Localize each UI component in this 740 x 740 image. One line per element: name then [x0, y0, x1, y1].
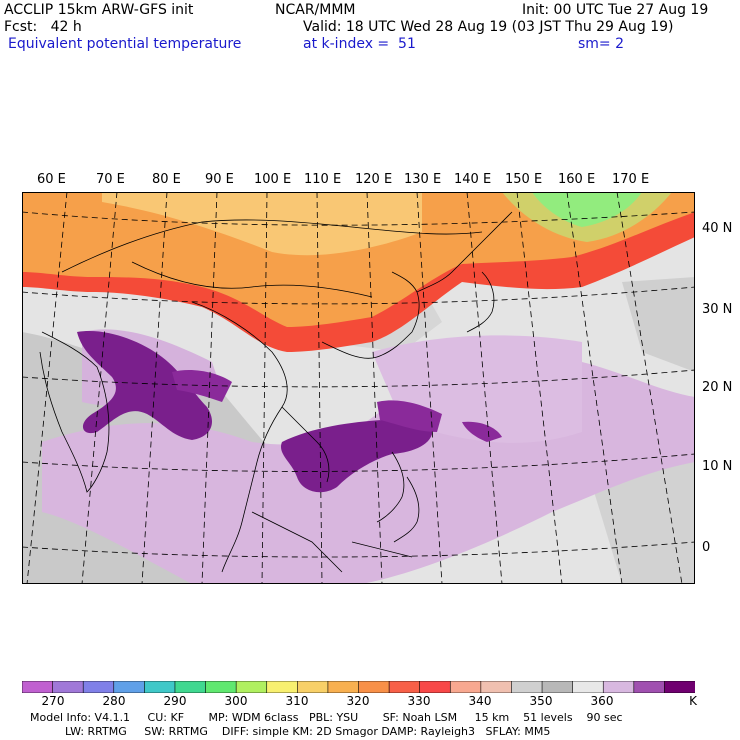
colorbar-swatch	[358, 681, 390, 693]
lat-label-40n: 40 N	[702, 221, 733, 236]
meridian-140e	[466, 192, 503, 584]
valid-time: Valid: 18 UTC Wed 28 Aug 19 (03 JST Thu …	[303, 19, 674, 35]
lon-label-100e: 100 E	[254, 172, 292, 187]
colorbar	[22, 681, 695, 693]
colorbar-swatch	[480, 681, 513, 693]
parallel-20n	[22, 369, 695, 388]
map-frame	[22, 192, 695, 584]
meridian-120e	[366, 192, 383, 584]
field-name: Equivalent potential temperature	[8, 36, 242, 52]
parallel-10n	[22, 453, 695, 472]
coastlines	[39, 211, 513, 573]
meridian-80e	[141, 192, 168, 584]
organization-label: NCAR/MMM	[275, 2, 356, 18]
forecast-hour: Fcst: 42 h	[4, 19, 82, 35]
smoothing-label: sm= 2	[578, 36, 625, 52]
graticule	[22, 192, 695, 584]
lon-label-90e: 90 E	[205, 172, 234, 187]
colorbar-swatch	[113, 681, 146, 693]
lon-label-80e: 80 E	[152, 172, 181, 187]
bay-of-bengal-core	[172, 370, 232, 402]
midlat-light-orange-region	[102, 192, 422, 256]
colorbar-label-280: 280	[102, 694, 126, 708]
meridian-170e	[616, 192, 683, 584]
colorbar-swatch	[511, 681, 543, 693]
colorbar-swatch	[174, 681, 207, 693]
parallel-0	[22, 541, 695, 558]
colorbar-swatch	[144, 681, 176, 693]
colorbar-swatch	[297, 681, 329, 693]
parallel-40n	[22, 211, 695, 226]
midlat-orange-region	[22, 192, 695, 327]
model-info-line-1: Model Info: V4.1.1 CU: KF MP: WDM 6class…	[30, 711, 623, 724]
colorbar-swatch	[22, 681, 54, 693]
colorbar-swatch	[388, 681, 421, 693]
lat-label-30n: 30 N	[702, 302, 733, 317]
lon-label-130e: 130 E	[404, 172, 442, 187]
colorbar-label-330: 330	[407, 694, 431, 708]
meridian-70e	[81, 192, 118, 584]
model-info-line-2: LW: RRTMG SW: RRTMG DIFF: simple KM: 2D …	[30, 725, 551, 738]
meridian-100e	[261, 192, 268, 584]
lon-label-140e: 140 E	[454, 172, 492, 187]
philippine-sea-core	[377, 400, 442, 432]
meridian-110e	[316, 192, 323, 584]
meridian-90e	[201, 192, 218, 584]
colorbar-unit: K	[689, 694, 697, 708]
colorbar-swatch	[664, 681, 695, 693]
lon-label-160e: 160 E	[558, 172, 596, 187]
meridian-150e	[516, 192, 563, 584]
colorbar-label-270: 270	[41, 694, 65, 708]
colorbar-label-320: 320	[346, 694, 370, 708]
meridian-160e	[566, 192, 623, 584]
colorbar-label-310: 310	[285, 694, 309, 708]
colorbar-swatch	[235, 681, 268, 693]
theta-e-map	[22, 192, 695, 584]
colorbar-swatch	[205, 681, 237, 693]
colorbar-swatch	[419, 681, 452, 693]
colorbar-label-340: 340	[468, 694, 492, 708]
lon-label-70e: 70 E	[96, 172, 125, 187]
init-time: Init: 00 UTC Tue 27 Aug 19	[522, 2, 709, 18]
parallel-30n	[22, 286, 695, 305]
level-label: at k-index = 51	[303, 36, 416, 52]
model-title: ACCLIP 15km ARW-GFS init	[4, 2, 194, 18]
lon-label-120e: 120 E	[355, 172, 393, 187]
colorbar-swatch	[82, 681, 115, 693]
meridian-60e	[26, 192, 68, 584]
colorbar-swatch	[633, 681, 666, 693]
south-china-sea-core	[280, 414, 433, 493]
colorbar-label-300: 300	[224, 694, 248, 708]
meridian-130e	[416, 192, 443, 584]
colorbar-swatch	[52, 681, 84, 693]
colorbar-swatch	[266, 681, 299, 693]
lat-label-equator: 0	[702, 540, 711, 555]
north-pacific-yellow-green-region	[502, 192, 672, 242]
east-pacific-grey-region	[622, 277, 695, 372]
lon-label-60e: 60 E	[37, 172, 66, 187]
colorbar-label-360: 360	[590, 694, 614, 708]
lat-label-10n: 10 N	[702, 459, 733, 474]
colorbar-swatch	[602, 681, 635, 693]
lat-label-20n: 20 N	[702, 380, 733, 395]
lon-label-170e: 170 E	[612, 172, 650, 187]
lon-label-150e: 150 E	[505, 172, 543, 187]
colorbar-swatch	[572, 681, 605, 693]
colorbar-swatch	[327, 681, 360, 693]
colorbar-label-350: 350	[529, 694, 553, 708]
colorbar-swatch	[449, 681, 482, 693]
colorbar-label-290: 290	[163, 694, 187, 708]
india-convective-core	[77, 331, 212, 440]
pacific-core-small	[462, 421, 502, 442]
colorbar-swatch	[541, 681, 574, 693]
lon-label-110e: 110 E	[304, 172, 342, 187]
